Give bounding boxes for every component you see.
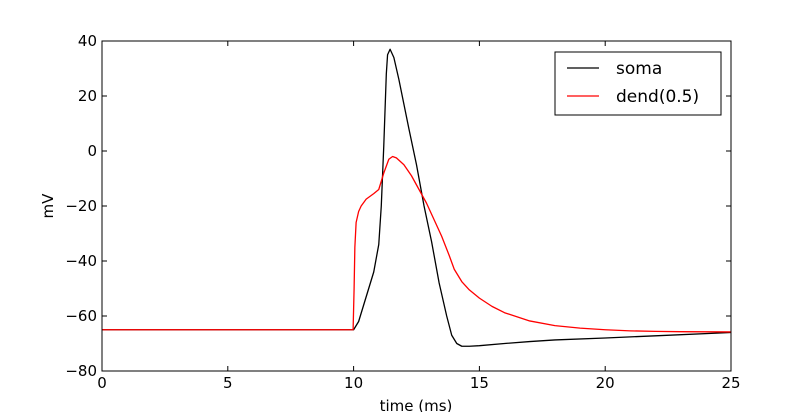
x-axis-label: time (ms) bbox=[380, 397, 453, 412]
legend: soma dend(0.5) bbox=[554, 51, 722, 116]
y-tick-label: 40 bbox=[78, 32, 97, 50]
series-line-dend-0-5 bbox=[102, 155, 731, 333]
series-layer bbox=[102, 48, 731, 347]
x-tick-label: 15 bbox=[470, 374, 489, 392]
y-tick-label: −40 bbox=[65, 252, 97, 270]
y-tick-label: −60 bbox=[65, 307, 97, 325]
x-tick-label: 0 bbox=[97, 374, 107, 392]
y-tick-label: −80 bbox=[65, 362, 97, 380]
x-tick-label: 25 bbox=[721, 374, 740, 392]
y-tick-label: 20 bbox=[78, 87, 97, 105]
legend-label-soma: soma bbox=[616, 59, 662, 79]
y-tick-label: −20 bbox=[65, 197, 97, 215]
legend-label-dend: dend(0.5) bbox=[616, 87, 699, 107]
x-tick-label: 5 bbox=[223, 374, 233, 392]
y-axis-label: mV bbox=[39, 193, 57, 219]
series-line-soma bbox=[102, 48, 731, 347]
y-tick-label: 0 bbox=[87, 142, 97, 160]
ticks-layer: 0 5 10 15 20 25 −80 −60 −40 −20 0 20 40 bbox=[65, 32, 740, 392]
x-tick-label: 20 bbox=[596, 374, 615, 392]
legend-box bbox=[554, 51, 722, 116]
x-tick-label: 10 bbox=[344, 374, 363, 392]
